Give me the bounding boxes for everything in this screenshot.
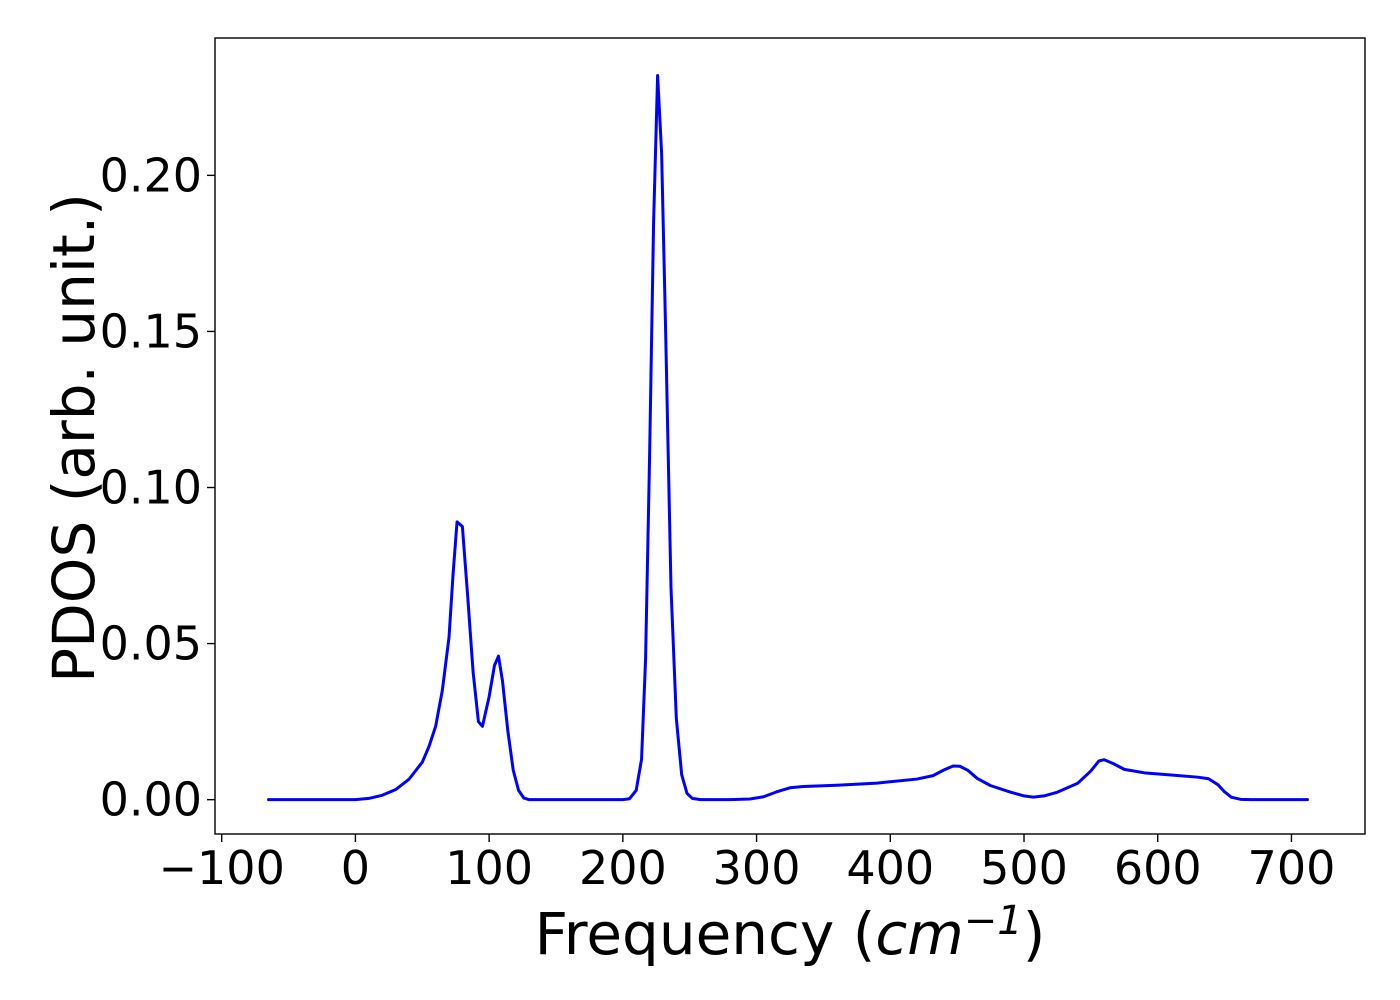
x-tick-label: −100 bbox=[159, 841, 285, 895]
x-axis-title-suffix: ) bbox=[1023, 900, 1046, 968]
series-layer bbox=[266, 73, 1309, 802]
x-tick-label: 600 bbox=[1114, 841, 1202, 895]
x-tick-label: 100 bbox=[445, 841, 533, 895]
y-axis-title: PDOS (arb. unit.) bbox=[40, 193, 108, 683]
x-axis-title-unit: cm bbox=[875, 900, 963, 968]
y-tick-label: 0.10 bbox=[100, 461, 202, 515]
x-tick-label: 300 bbox=[713, 841, 801, 895]
x-tick-label: 400 bbox=[846, 841, 934, 895]
x-axis-title: Frequency (cm−1) bbox=[535, 898, 1046, 968]
plot-frame-layer bbox=[214, 37, 1366, 835]
x-tick-label: 700 bbox=[1248, 841, 1336, 895]
y-tick-label: 0.05 bbox=[100, 617, 202, 671]
y-tick-label: 0.00 bbox=[100, 773, 202, 827]
x-tick-label: 500 bbox=[980, 841, 1068, 895]
x-tick-label: 200 bbox=[579, 841, 667, 895]
y-tick-label: 0.15 bbox=[100, 304, 202, 358]
x-axis-title-prefix: Frequency ( bbox=[535, 900, 876, 968]
plot-frame bbox=[214, 37, 1366, 835]
axis-layer: −100 0 100 200 300 400 500 600 700 0.00 0.05 0.10 0.… bbox=[100, 148, 1336, 895]
series-line-0 bbox=[266, 73, 1309, 802]
x-axis-title-exponent: −1 bbox=[964, 898, 1023, 944]
x-tick-label: 0 bbox=[341, 841, 370, 895]
y-tick-label: 0.20 bbox=[100, 148, 202, 202]
